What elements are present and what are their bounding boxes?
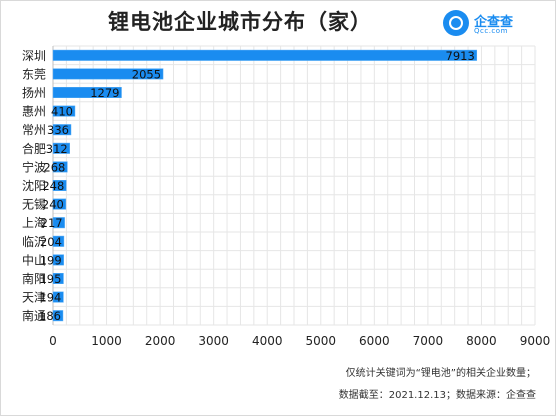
bar-沈阳	[52, 180, 67, 191]
value-label: 1279	[90, 86, 119, 100]
value-label: 194	[39, 291, 61, 305]
bar-无锡	[52, 198, 67, 210]
bar-南通	[52, 310, 64, 322]
bar-中山	[52, 254, 64, 266]
x-tick-label: 2000	[145, 334, 176, 348]
value-labels: 7913 2055 1279 410 336 312 268 248 240 217 204 199 1…	[39, 49, 475, 323]
grid-lines	[52, 45, 536, 326]
x-tick-label: 1000	[91, 334, 122, 348]
x-tick-label: 4000	[252, 334, 283, 348]
bar-天津	[52, 291, 64, 303]
value-label: 217	[41, 216, 63, 230]
value-label: 204	[40, 235, 62, 249]
x-tick-label: 5000	[306, 334, 337, 348]
value-label: 186	[39, 309, 61, 323]
category-label: 沈阳	[22, 178, 46, 193]
value-label: 7913	[446, 49, 475, 63]
logo-name: 企查查	[474, 15, 514, 30]
x-tick-label: 8000	[466, 334, 497, 348]
bar-上海	[52, 217, 65, 229]
footnote-source: 数据截至：2021.12.13；数据来源：企查查	[338, 390, 536, 401]
bar-东莞	[52, 68, 164, 80]
x-tick-label: 3000	[198, 334, 229, 348]
category-label: 无锡	[22, 197, 46, 212]
x-tick-label: 0	[49, 334, 57, 348]
category-label: 合肥	[22, 141, 46, 156]
bar-惠州	[52, 105, 76, 117]
category-label: 深圳	[22, 49, 46, 63]
bar-深圳	[52, 49, 478, 61]
x-tick-label: 6000	[359, 334, 390, 348]
category-label: 中山	[22, 252, 46, 267]
bar-宁波	[52, 161, 68, 173]
category-label: 南阳	[22, 271, 46, 286]
value-label: 195	[39, 272, 61, 286]
value-label: 248	[42, 179, 64, 193]
bar-扬州	[52, 87, 122, 98]
category-label: 惠州	[22, 105, 46, 119]
x-tick-labels: 0 1000 2000 3000 4000 5000 6000 7000 8000 9000	[49, 334, 550, 348]
value-label: 268	[43, 160, 65, 174]
value-label: 336	[47, 123, 69, 137]
bar-南阳	[52, 273, 64, 284]
bar-合肥	[52, 142, 70, 154]
category-label: 宁波	[22, 159, 46, 174]
value-label: 410	[51, 105, 73, 119]
category-label: 南通	[22, 308, 46, 323]
category-label: 常州	[22, 123, 46, 137]
magnifier-logo-icon	[443, 10, 469, 36]
category-label: 扬州	[22, 85, 46, 100]
value-label: 312	[46, 142, 68, 156]
value-label: 2055	[132, 67, 161, 81]
logo-subtitle: Qcc.com	[474, 27, 508, 35]
chart-title: 锂电池企业城市分布（家）	[108, 10, 372, 34]
bar-临沂	[52, 235, 65, 247]
footnote-scope: 仅统计关键词为“锂电池”的相关企业数量；	[345, 368, 536, 379]
category-label: 东莞	[22, 67, 46, 81]
value-label: 199	[40, 253, 62, 267]
x-tick-label: 9000	[520, 334, 551, 348]
category-label: 上海	[22, 215, 46, 230]
brand-logo: 企查查 Qcc.com	[443, 10, 543, 40]
category-label: 临沂	[22, 235, 46, 249]
bars	[52, 49, 478, 322]
x-tick-label: 7000	[413, 334, 444, 348]
category-label: 天津	[22, 291, 46, 305]
value-label: 240	[42, 198, 64, 212]
bar-常州	[52, 124, 72, 136]
